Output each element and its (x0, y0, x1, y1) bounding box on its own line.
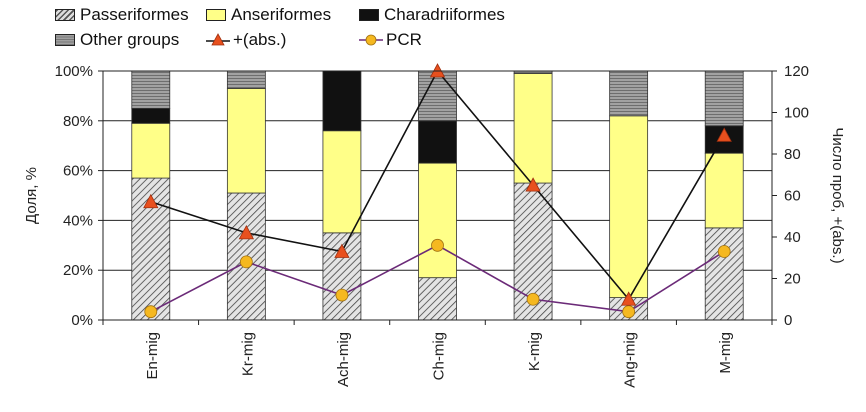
y-tick-label: 100% (55, 63, 93, 80)
x-tick-label: Ach-mig (335, 332, 352, 387)
bar-anseriformes (226, 88, 266, 194)
y-tick-label: 0% (71, 312, 93, 329)
abs-point (620, 291, 637, 306)
bar-charadriiformes (131, 107, 171, 124)
pcr-point (335, 288, 349, 302)
circle-line-icon (359, 34, 383, 46)
legend-label: Charadriiformes (384, 5, 505, 24)
legend-label: Anseriformes (231, 5, 332, 24)
bar-other-groups (226, 70, 266, 89)
pcr-point (717, 245, 731, 258)
x-tick-label: Ang-mig (622, 332, 639, 388)
y-tick-label: 60% (63, 163, 93, 180)
abs-point (143, 193, 159, 209)
y2-tick-label: 60 (784, 188, 801, 205)
y-tick-label: 40% (63, 212, 93, 229)
bar-anseriformes (131, 122, 171, 179)
passeriformes-swatch-icon (55, 9, 75, 21)
legend-item-anseriformes: Anseriformes (206, 5, 331, 25)
legend-label: PCR (386, 30, 422, 49)
bar-passeriformes (418, 277, 457, 321)
y2-tick-label: 100 (784, 105, 809, 122)
legend-item-abs: +(abs.) (206, 30, 286, 50)
charadriiformes-swatch-icon (359, 9, 379, 21)
pcr-point (622, 305, 636, 319)
y2-tick-label: 20 (784, 271, 801, 288)
bars (131, 70, 744, 321)
bar-charadriiformes (418, 120, 457, 164)
bar-anseriformes (609, 115, 649, 298)
y-tick-label: 20% (63, 262, 93, 279)
legend-label: Passeriformes (80, 5, 189, 24)
pcr-point (144, 305, 158, 319)
legend-label: +(abs.) (233, 30, 287, 49)
legend-item-pcr: PCR (359, 30, 422, 50)
y2-tick-label: 80 (784, 146, 801, 163)
x-tick-label: Kr-mig (239, 332, 256, 376)
bar-passeriformes (704, 227, 744, 321)
pcr-point (526, 292, 540, 306)
triangle-line-icon (206, 33, 230, 46)
x-tick-label: K-mig (526, 332, 543, 371)
bar-anseriformes (513, 73, 553, 184)
abs-point (334, 243, 350, 258)
abs-point (238, 225, 255, 240)
x-tick-label: M-mig (717, 332, 734, 374)
y2-tick-label: 0 (784, 312, 792, 329)
bar-other-groups (704, 70, 744, 127)
other-groups-swatch-icon (55, 34, 75, 46)
y-axis-title: Доля, % (23, 167, 40, 224)
bar-anseriformes (418, 162, 457, 279)
legend-item-other-groups: Other groups (55, 30, 179, 50)
legend-item-passeriformes: Passeriformes (55, 5, 189, 25)
pcr-point (431, 238, 444, 252)
y-tick-label: 80% (63, 113, 93, 130)
abs-point (525, 177, 541, 192)
y2-axis-title: Число проб, +(abs.) (829, 127, 846, 263)
y2-tick-label: 120 (784, 63, 809, 80)
anseriformes-swatch-icon (206, 9, 226, 21)
axes: 0% 20% 40% 60% 80% 100% 0 20 40 60 80 100 120 En-mig K… (23, 63, 846, 388)
bar-charadriiformes (322, 70, 362, 132)
x-tick-label: Ch-mig (431, 332, 448, 380)
y2-tick-label: 40 (784, 229, 801, 246)
bar-other-groups (609, 70, 649, 117)
legend-item-charadriiformes: Charadriiformes (359, 5, 505, 25)
bar-anseriformes (704, 152, 744, 229)
x-tick-label: En-mig (144, 332, 161, 380)
bar-anseriformes (322, 130, 362, 234)
abs-point (716, 127, 732, 142)
legend-label: Other groups (80, 30, 180, 49)
pcr-point (239, 255, 253, 269)
bar-other-groups (131, 70, 171, 109)
